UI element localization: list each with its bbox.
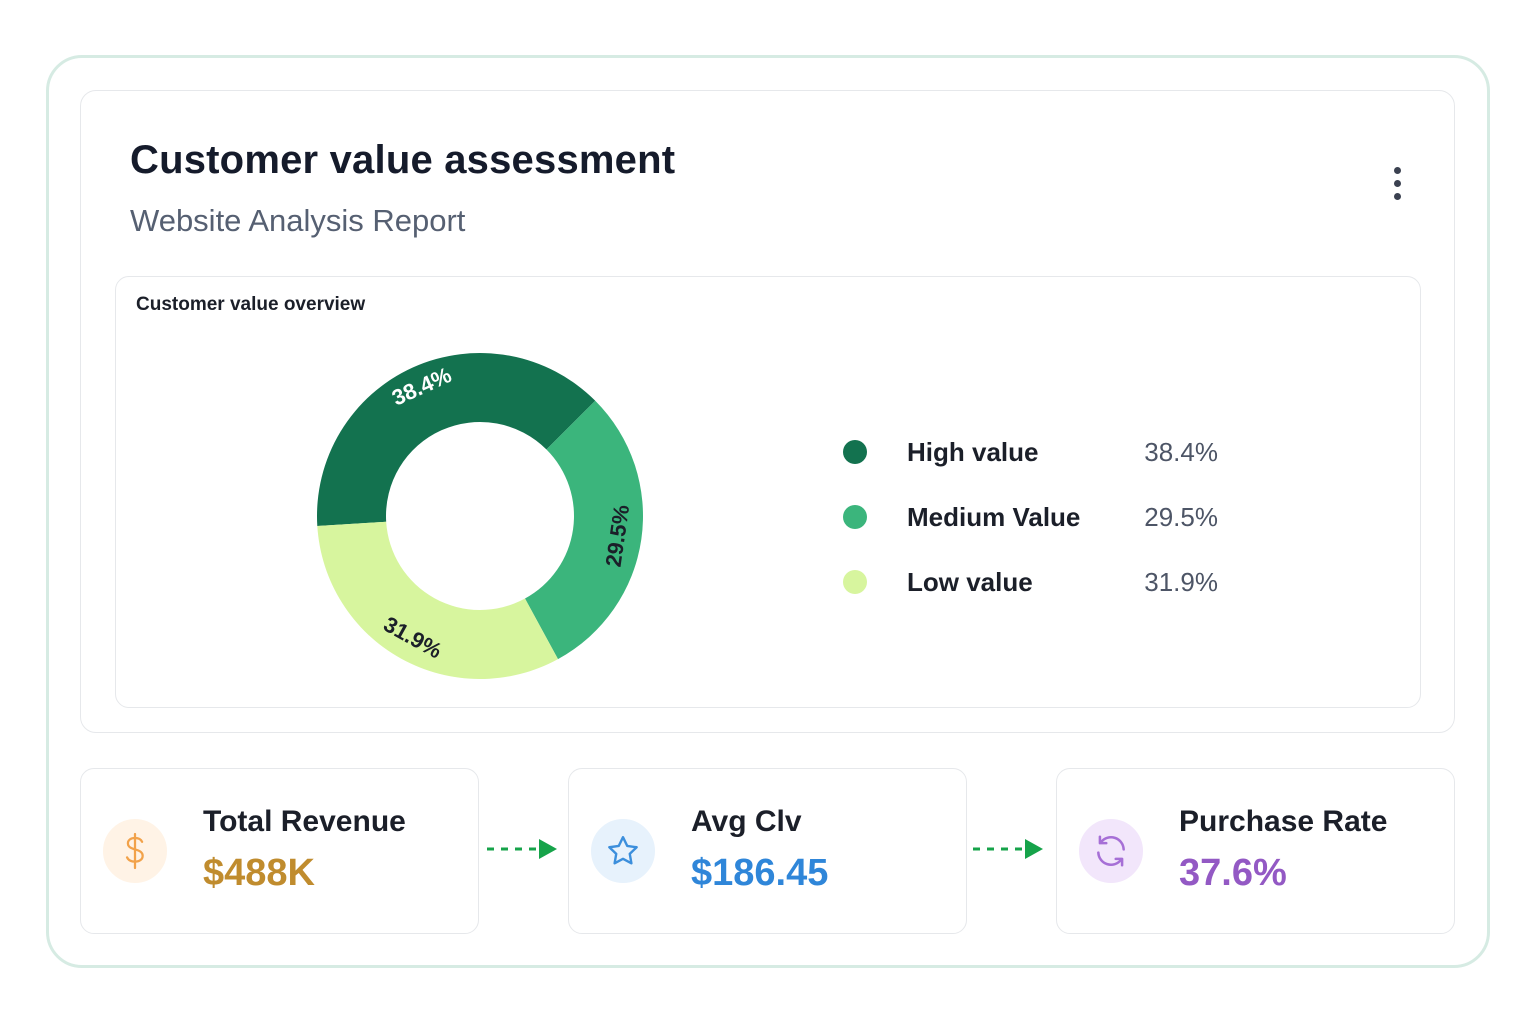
- kpi-value: $488K: [203, 852, 315, 894]
- more-vertical-icon: [1393, 179, 1401, 187]
- kpi-value: 37.6%: [1179, 852, 1287, 894]
- more-options-button[interactable]: [1381, 160, 1413, 206]
- kpi-card-avg-clv[interactable]: Avg Clv $186.45: [568, 768, 967, 934]
- legend-label: High value: [907, 437, 1039, 467]
- legend-value: 38.4%: [1144, 437, 1218, 467]
- slice-medium-value: [524, 400, 643, 660]
- kpi-value: $186.45: [691, 852, 829, 894]
- more-vertical-icon: [1393, 166, 1401, 174]
- slice-low-value: [317, 521, 558, 679]
- legend-swatch: [843, 440, 867, 464]
- arrow-right-icon: [487, 839, 557, 859]
- kpi-card-purchase-rate[interactable]: Purchase Rate 37.6%: [1056, 768, 1455, 934]
- legend-swatch: [843, 570, 867, 594]
- chart-title: Customer value overview: [136, 294, 366, 315]
- kpi-label: Avg Clv: [691, 805, 802, 838]
- page-title: Customer value assessment: [130, 138, 676, 182]
- slice-high-value: [317, 353, 596, 526]
- legend-value: 31.9%: [1144, 567, 1218, 597]
- kpi-label: Purchase Rate: [1179, 805, 1388, 838]
- page-subtitle: Website Analysis Report: [130, 203, 466, 238]
- refresh-icon: [1079, 819, 1143, 883]
- legend-label: Medium Value: [907, 502, 1081, 532]
- arrow-right-icon: [973, 839, 1043, 859]
- legend-value: 29.5%: [1144, 502, 1218, 532]
- more-vertical-icon: [1393, 192, 1401, 200]
- legend-swatch: [843, 505, 867, 529]
- dollar-sign-icon: [103, 819, 167, 883]
- kpi-label: Total Revenue: [203, 805, 406, 838]
- legend-item-high: High value 38.4%: [840, 432, 1240, 472]
- legend-item-medium: Medium Value 29.5%: [840, 497, 1240, 537]
- donut-chart: 38.4%29.5%31.9%: [317, 353, 643, 679]
- kpi-card-total-revenue[interactable]: Total Revenue $488K: [80, 768, 479, 934]
- legend-item-low: Low value 31.9%: [840, 562, 1240, 602]
- star-icon: [591, 819, 655, 883]
- legend-label: Low value: [907, 567, 1033, 597]
